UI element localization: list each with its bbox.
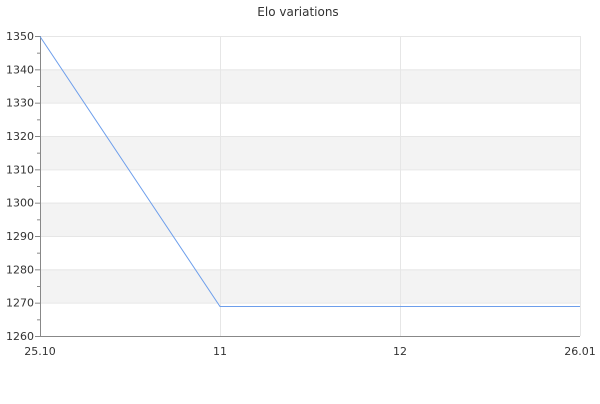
y-tick-label: 1290 [6, 230, 34, 243]
y-tick-label: 1300 [6, 197, 34, 210]
x-axis-ticks: 25.10 11 12 26.01 [24, 345, 596, 358]
y-tick-label: 1320 [6, 130, 34, 143]
background-band [40, 69, 580, 103]
y-tick-label: 1340 [6, 63, 34, 76]
series-line [39, 36, 580, 307]
y-tick-label: 1350 [6, 30, 34, 43]
chart-title: Elo variations [257, 5, 338, 19]
y-tick-label: 1260 [6, 330, 34, 343]
background-bands [40, 69, 580, 303]
y-axis-ticks: 1260 1270 1280 1290 1300 1310 1320 1330 1340 1350 [6, 30, 40, 343]
y-tick-label: 1280 [6, 263, 34, 276]
x-tick-label: 12 [393, 345, 407, 358]
background-band [40, 269, 580, 303]
y-tick-label: 1310 [6, 163, 34, 176]
y-tick-label: 1270 [6, 297, 34, 310]
background-band [40, 136, 580, 170]
series [39, 36, 580, 307]
x-tick-label: 26.01 [564, 345, 596, 358]
x-tick-label: 25.10 [24, 345, 56, 358]
y-tick-label: 1330 [6, 97, 34, 110]
background-band [40, 202, 580, 236]
x-tick-label: 11 [213, 345, 227, 358]
axes [40, 36, 580, 337]
